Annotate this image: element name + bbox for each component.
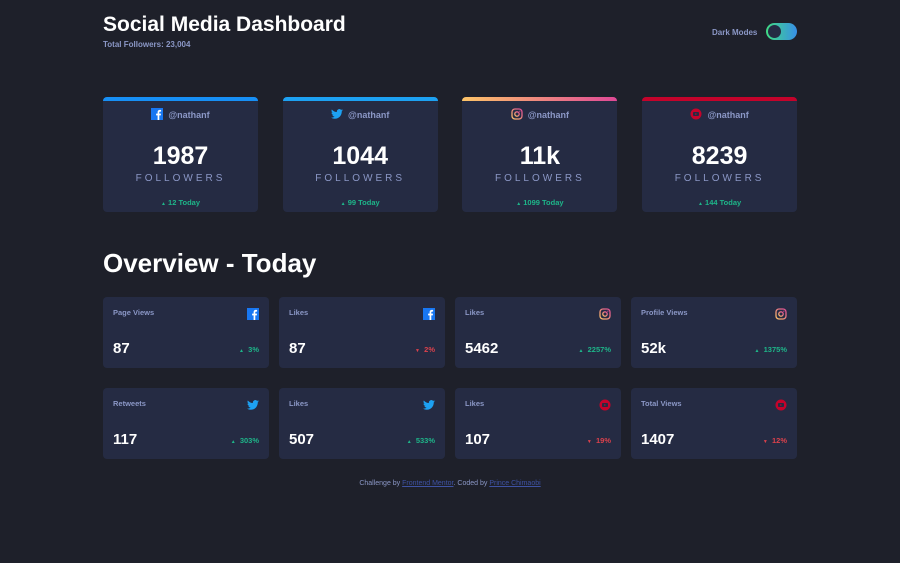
arrow-up-icon: ▲: [406, 439, 412, 445]
stat-value: 1407: [641, 431, 675, 448]
instagram-icon: [511, 108, 523, 122]
today-count: 99 Today: [347, 198, 380, 207]
followers-label: FOLLOWERS: [135, 173, 226, 184]
stat-percent: 1375%: [763, 345, 787, 354]
arrow-down-icon: ▼: [586, 439, 592, 445]
stat-percent: 12%: [771, 436, 787, 445]
stat-label: Likes: [465, 308, 485, 317]
stat-percent: 303%: [239, 436, 259, 445]
arrow-up-icon: ▲: [160, 201, 166, 207]
follower-count: 1044: [332, 142, 388, 170]
instagram-icon: [775, 307, 787, 325]
stat-percent: 19%: [595, 436, 611, 445]
frontend-mentor-link[interactable]: Frontend Mentor: [402, 480, 454, 487]
toggle-knob: [768, 25, 781, 38]
stat-value: 107: [465, 431, 491, 448]
total-followers: Total Followers: 23,004: [103, 40, 191, 49]
overview-card[interactable]: Likes 5462 ▲ 2257%: [455, 297, 621, 368]
handle: @nathanf: [527, 110, 570, 120]
followers-label: FOLLOWERS: [315, 173, 406, 184]
stat-label: Likes: [465, 399, 485, 408]
arrow-up-icon: ▲: [578, 348, 584, 354]
stat-value: 52k: [641, 340, 667, 357]
dark-mode-label: Dark Modes: [712, 28, 758, 37]
follower-count: 1987: [152, 142, 209, 170]
follower-count: 11k: [519, 142, 561, 170]
card-top-bar: [462, 97, 618, 101]
stat-label: Likes: [289, 308, 309, 317]
dark-mode-toggle[interactable]: [766, 23, 797, 40]
stat-label: Page Views: [113, 308, 155, 317]
stat-label: Retweets: [113, 399, 146, 408]
overview-card[interactable]: Retweets 117 ▲ 303%: [103, 388, 269, 459]
arrow-up-icon: ▲: [516, 201, 522, 207]
overview-card[interactable]: Total Views 1407 ▼ 12%: [631, 388, 797, 459]
arrow-up-icon: ▲: [230, 439, 236, 445]
today-count: 144 Today: [705, 198, 742, 207]
twitter-icon: [423, 398, 435, 416]
stat-percent: 533%: [415, 436, 435, 445]
footer: Challenge by Frontend Mentor. Coded by P…: [0, 480, 900, 487]
handle: @nathanf: [348, 110, 390, 120]
arrow-up-icon: ▲: [754, 348, 760, 354]
youtube-icon: [775, 398, 787, 416]
arrow-up-icon: ▲: [239, 348, 244, 354]
stat-label: Likes: [289, 399, 309, 408]
today-count: 12 Today: [168, 198, 200, 207]
handle: @nathanf: [707, 110, 749, 120]
stat-value: 87: [113, 340, 130, 357]
overview-card[interactable]: Page Views 87 ▲ 3%: [103, 297, 269, 368]
instagram-icon: [599, 307, 611, 325]
stat-value: 117: [113, 431, 138, 448]
card-top-bar: [103, 97, 258, 101]
follower-count: 8239: [691, 142, 748, 170]
followers-label: FOLLOWERS: [494, 173, 585, 184]
overview-card[interactable]: Profile Views 52k ▲ 1375%: [631, 297, 797, 368]
stat-percent: 2%: [424, 345, 435, 354]
card-top-bar: [642, 97, 798, 101]
follower-card-instagram[interactable]: @nathanf 11k FOLLOWERS ▲ 1099 Today: [462, 97, 618, 212]
card-top-bar: [282, 97, 438, 101]
author-link[interactable]: Prince Chimaobi: [489, 480, 541, 487]
stat-value: 507: [289, 431, 315, 448]
arrow-down-icon: ▼: [762, 439, 768, 445]
overview-title: Overview - Today: [103, 248, 317, 278]
facebook-icon: [151, 108, 164, 122]
stat-value: 87: [289, 340, 306, 357]
overview-card[interactable]: Likes 107 ▼ 19%: [455, 388, 621, 459]
follower-card-youtube[interactable]: @nathanf 8239 FOLLOWERS ▲ 144 Today: [642, 97, 798, 212]
stat-percent: 3%: [248, 345, 259, 354]
facebook-icon: [247, 307, 259, 325]
arrow-up-icon: ▲: [698, 201, 703, 207]
youtube-icon: [599, 398, 611, 416]
today-count: 1099 Today: [523, 198, 564, 207]
overview-card[interactable]: Likes 87 ▼ 2%: [279, 297, 445, 368]
handle: @nathanf: [168, 110, 210, 120]
overview-card[interactable]: Likes 507 ▲ 533%: [279, 388, 445, 459]
footer-text: . Coded by: [453, 480, 490, 487]
footer-text: Challenge by: [359, 480, 403, 487]
follower-card-twitter[interactable]: @nathanf 1044 FOLLOWERS ▲ 99 Today: [282, 97, 438, 212]
stat-value: 5462: [465, 340, 499, 357]
page-title: Social Media Dashboard: [103, 13, 346, 36]
twitter-icon: [247, 398, 259, 416]
followers-label: FOLLOWERS: [674, 173, 765, 184]
follower-card-facebook[interactable]: @nathanf 1987 FOLLOWERS ▲ 12 Today: [103, 97, 258, 212]
twitter-icon: [331, 108, 344, 122]
stat-label: Total Views: [641, 399, 682, 408]
facebook-icon: [423, 307, 435, 325]
stat-label: Profile Views: [641, 308, 688, 317]
arrow-down-icon: ▼: [415, 348, 420, 354]
youtube-icon: [690, 108, 702, 122]
arrow-up-icon: ▲: [340, 201, 346, 207]
stat-percent: 2257%: [587, 345, 611, 354]
